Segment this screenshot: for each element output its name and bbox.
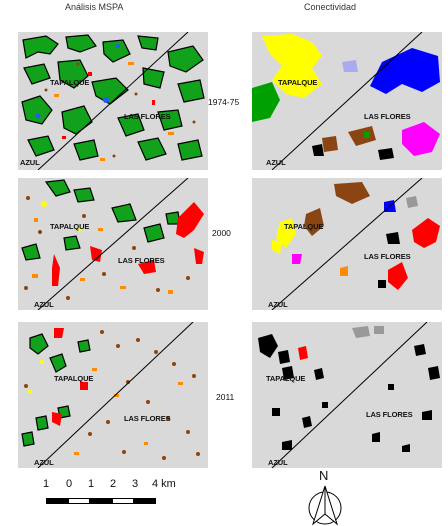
map-mspa-2000-graphic (21, 178, 204, 310)
town-las-flores-conn: LAS FLORES (364, 112, 411, 121)
town-las-flores-conn-2011: LAS FLORES (366, 410, 413, 419)
scale-segment (112, 498, 134, 504)
scale-label: 1 (43, 478, 50, 490)
scale-segment (90, 498, 112, 504)
town-tapalque-conn: TAPALQUE (278, 78, 318, 87)
town-azul: AZUL (20, 158, 40, 167)
scale-label: 4 km (152, 478, 176, 490)
map-mspa-1974-graphic (21, 32, 205, 170)
scale-segment (68, 498, 90, 504)
map-mspa-2011: TAPALQUE LAS FLORES AZUL (18, 322, 208, 468)
town-azul-2011: AZUL (34, 458, 54, 467)
town-tapalque-conn-2011: TAPALQUE (266, 374, 306, 383)
scale-segment (46, 498, 68, 504)
year-label-2011: 2011 (216, 392, 235, 402)
map-mspa-1974: TAPALQUE LAS FLORES AZUL (18, 32, 208, 170)
title-mspa: Análisis MSPA (65, 2, 124, 12)
town-las-flores-2000: LAS FLORES (118, 256, 165, 265)
town-azul-conn-2000: AZUL (268, 300, 288, 309)
town-tapalque: TAPALQUE (50, 78, 90, 87)
map-connectivity-1974: TAPALQUE LAS FLORES AZUL (252, 32, 442, 170)
north-label: N (319, 468, 329, 483)
scale-label: 1 (88, 478, 95, 490)
map-connectivity-2011: TAPALQUE LAS FLORES AZUL (252, 322, 442, 468)
town-tapalque-2000: TAPALQUE (50, 222, 90, 231)
scale-label: 3 (132, 478, 139, 490)
town-tapalque-conn-2000: TAPALQUE (284, 222, 324, 231)
map-connectivity-2000-graphic (271, 178, 440, 310)
scale-segment (134, 498, 156, 504)
year-label-2000: 2000 (212, 228, 231, 238)
map-mspa-2011-graphic (21, 322, 200, 468)
scale-label: 2 (110, 478, 117, 490)
town-tapalque-2011: TAPALQUE (54, 374, 94, 383)
north-arrow-icon (308, 485, 342, 526)
town-azul-conn: AZUL (266, 158, 286, 167)
title-conectividad: Conectividad (304, 2, 357, 12)
scale-label: 0 (66, 478, 73, 490)
town-azul-conn-2011: AZUL (268, 458, 288, 467)
scale-bar: 1 0 1 2 3 4 km (40, 478, 180, 508)
town-las-flores-conn-2000: LAS FLORES (364, 252, 411, 261)
town-las-flores-2011: LAS FLORES (124, 414, 171, 423)
town-azul-2000: AZUL (34, 300, 54, 309)
north-arrow: N (305, 468, 345, 526)
map-connectivity-2000: TAPALQUE LAS FLORES AZUL (252, 178, 442, 310)
year-label-1974: 1974-75 (208, 97, 240, 107)
map-mspa-2000: TAPALQUE LAS FLORES AZUL (18, 178, 208, 310)
map-connectivity-2011-graphic (258, 322, 440, 468)
town-las-flores: LAS FLORES (124, 112, 171, 121)
map-connectivity-1974-graphic (252, 32, 440, 170)
